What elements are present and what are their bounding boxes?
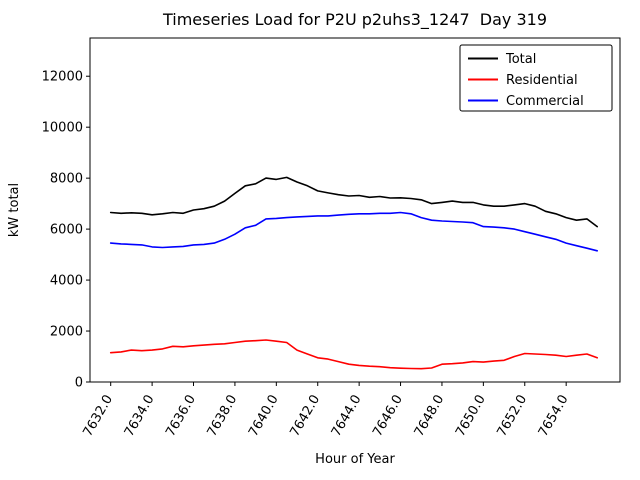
x-tick-label: 7652.0 (494, 393, 530, 440)
x-tick-label: 7636.0 (163, 393, 199, 440)
x-tick-label: 7642.0 (287, 393, 323, 440)
y-tick-label: 10000 (42, 121, 83, 136)
legend-label-commercial: Commercial (506, 94, 584, 109)
x-tick-label: 7654.0 (536, 393, 572, 440)
y-axis-label: kW total (7, 183, 22, 237)
x-tick-label: 7632.0 (80, 393, 116, 440)
series-line-total (109, 176, 599, 228)
x-tick-label: 7646.0 (370, 393, 406, 440)
legend: Total Residential Commercial (459, 44, 613, 112)
chart-title: Timeseries Load for P2U p2uhs3_1247 Day … (162, 10, 547, 30)
series-line-commercial (109, 211, 599, 252)
series-line-residential (109, 339, 599, 370)
legend-label-total: Total (505, 52, 536, 67)
x-axis-label: Hour of Year (315, 452, 395, 467)
legend-item-commercial: Commercial (468, 94, 584, 109)
legend-item-residential: Residential (468, 73, 578, 88)
y-tick-label: 6000 (50, 223, 83, 238)
legend-label-residential: Residential (506, 73, 578, 88)
plot-border (89, 37, 621, 383)
y-tick-label: 8000 (50, 172, 83, 187)
x-tick-label: 7650.0 (453, 393, 489, 440)
x-tick-label: 7634.0 (122, 393, 158, 440)
legend-box (459, 44, 613, 112)
x-tick-label: 7638.0 (205, 393, 241, 440)
y-tick-label: 0 (75, 376, 83, 391)
legend-item-total: Total (468, 52, 536, 67)
y-tick-label: 12000 (42, 70, 83, 85)
y-tick-label: 4000 (50, 274, 83, 289)
x-tick-label: 7644.0 (329, 393, 365, 440)
x-tick-label: 7648.0 (412, 393, 448, 440)
x-tick-label: 7640.0 (246, 393, 282, 440)
y-tick-label: 2000 (50, 325, 83, 340)
